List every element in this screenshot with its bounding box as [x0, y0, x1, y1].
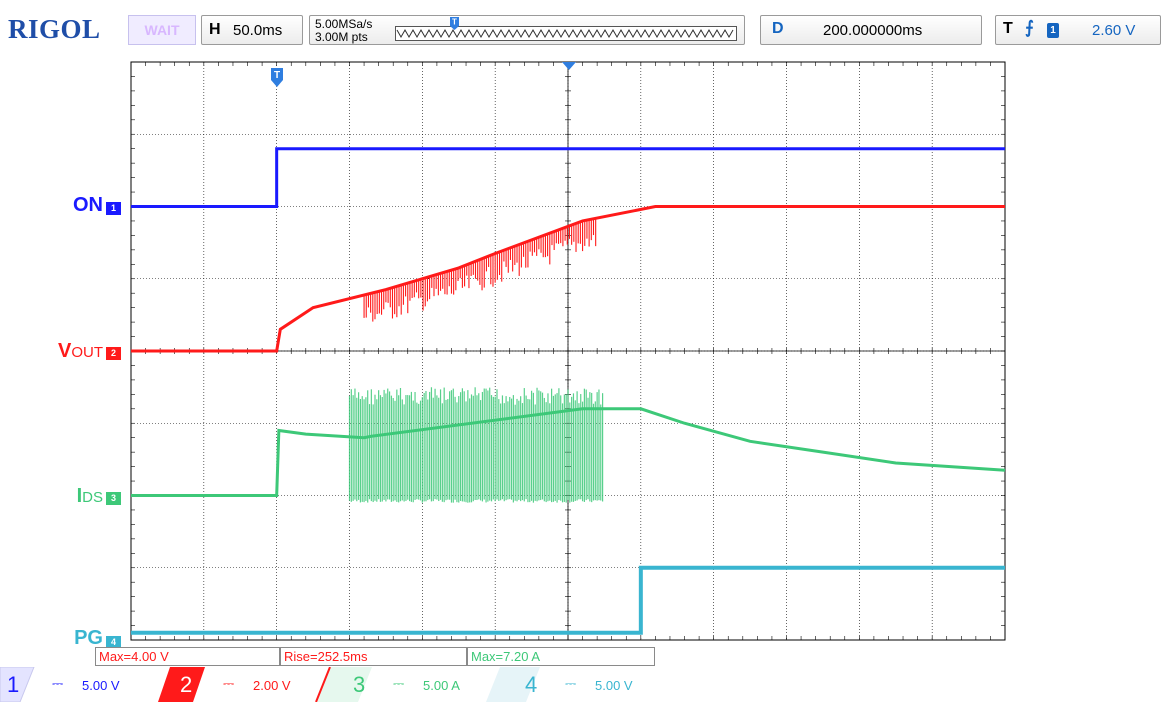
channel-4-scale[interactable]: 5.00 V [595, 678, 633, 693]
channel-label-sub: OUT [71, 344, 103, 361]
channel-label-text: ON [73, 194, 103, 216]
trigger-box[interactable]: T ⨍ 1 2.60 V [995, 15, 1161, 45]
channel-2-number: 2 [180, 672, 193, 697]
channel-4-marker[interactable]: 4 [106, 636, 121, 649]
dc-coupling-icon: ⎓ [223, 675, 235, 691]
channel-label-ids: IDS [77, 485, 103, 508]
channel-3-number: 3 [353, 672, 366, 697]
rising-edge-icon: ⨍ [1025, 18, 1034, 37]
channel-label-pg: PG [74, 627, 103, 650]
trigger-label: T [1003, 20, 1013, 37]
delay-value: 200.000000ms [823, 22, 923, 39]
channel-label-vout: VOUT [58, 340, 103, 363]
channel-2-scale[interactable]: 2.00 V [253, 678, 291, 693]
dc-coupling-icon: ⎓ [565, 675, 577, 691]
brand-logo: RIGOL [8, 14, 101, 44]
toolbar: RIGOL WAIT H 50.0ms 5.00MSa/s 3.00M pts … [0, 0, 1169, 48]
trace-vout-ripple [363, 218, 597, 322]
channel-1-number: 1 [7, 672, 20, 697]
trace-ids-burst [348, 387, 604, 503]
channel-label-main: I [76, 485, 83, 507]
channel-1-tab[interactable]: 1 [7, 672, 19, 698]
timebase-value: 50.0ms [233, 22, 283, 39]
channel-1-marker[interactable]: 1 [106, 202, 121, 215]
channel-1-scale[interactable]: 5.00 V [82, 678, 120, 693]
channel-label-on: ON [73, 194, 103, 217]
acquisition-box[interactable]: 5.00MSa/s 3.00M pts T [309, 15, 745, 45]
trigger-level: 2.60 V [1092, 22, 1136, 39]
run-status-badge[interactable]: WAIT [128, 15, 196, 45]
channel-label-main: V [57, 340, 72, 362]
timebase-box[interactable]: H 50.0ms [201, 15, 303, 45]
channel-4-number: 4 [525, 672, 538, 697]
channel-3-marker[interactable]: 3 [106, 492, 121, 505]
dc-coupling-icon: ⎓ [393, 675, 405, 691]
trigger-position-icon: T [450, 17, 459, 30]
trace-vout [131, 205, 1005, 353]
sample-rate: 5.00MSa/s [315, 17, 373, 31]
channel-2-marker[interactable]: 2 [106, 347, 121, 360]
delay-box[interactable]: D 200.000000ms [760, 15, 982, 45]
trigger-source-badge: 1 [1047, 23, 1059, 38]
delay-label: D [772, 20, 784, 37]
measurement-rise-time[interactable]: Rise=252.5ms [280, 647, 467, 666]
timebase-label: H [209, 21, 221, 38]
channel-3-tab[interactable]: 3 [353, 672, 365, 698]
svg-text:T: T [274, 70, 280, 81]
measurement-max-vout[interactable]: Max=4.00 V [95, 647, 280, 666]
measurement-max-ids[interactable]: Max=7.20 A [467, 647, 655, 666]
channel-4-tab[interactable]: 4 [525, 672, 537, 698]
trigger-time-marker-icon: T [271, 68, 283, 87]
channel-label-text: PG [74, 627, 103, 649]
channel-tabs-background [0, 667, 540, 702]
memory-depth: 3.00M pts [315, 30, 368, 44]
memory-overview-icon: T [395, 17, 737, 41]
channel-label-sub: DS [82, 489, 103, 506]
trace-pg [131, 565, 1005, 635]
svg-text:T: T [452, 18, 457, 27]
center-marker-icon [562, 62, 576, 70]
channel-3-scale[interactable]: 5.00 A [423, 678, 460, 693]
channel-2-tab[interactable]: 2 [180, 672, 192, 698]
trace-on [131, 147, 1005, 208]
dc-coupling-icon: ⎓ [52, 675, 64, 691]
channel-bar: 1 ⎓ 5.00 V 2 ⎓ 2.00 V 3 ⎓ 5.00 A 4 ⎓ 5.0… [0, 667, 1169, 702]
